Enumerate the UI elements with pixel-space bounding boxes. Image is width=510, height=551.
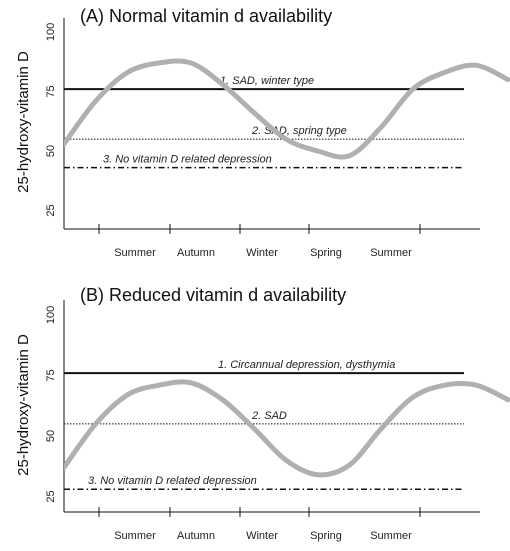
y-tick-label-b: 25 (45, 490, 57, 502)
y-tick-label-b: 100 (45, 306, 57, 324)
vitamin-d-curve-b (64, 379, 510, 478)
panel-a: (A) Normal vitamin d availability 25-hyd… (15, 6, 510, 259)
chart-title-a: (A) Normal vitamin d availability (80, 6, 332, 26)
curve-a (64, 58, 510, 160)
y-tick-label-a: 50 (45, 145, 57, 157)
x-tick-label-a: Summer (370, 247, 412, 259)
ticks-a: 25 50 75 100 Summer Autumn Winter Spring Summer (45, 23, 421, 259)
y-tick-label-a: 100 (45, 23, 57, 41)
x-tick-label-b: Summer (370, 530, 412, 542)
x-tick-label-a: Summer (114, 247, 156, 259)
threshold-label-b: 1. Circannual depression, dysthymia (218, 359, 395, 371)
y-axis-label-a: 25-hydroxy-vitamin D (15, 51, 32, 193)
x-tick-label-b: Autumn (177, 530, 215, 542)
x-tick-label-b: Winter (246, 530, 278, 542)
y-tick-label-a: 75 (45, 85, 57, 97)
threshold-label-a: 1. SAD, winter type (220, 75, 314, 87)
x-tick-label-a: Winter (246, 247, 278, 259)
ticks-b: 25 50 75 100 Summer Autumn Winter Spring Summer (45, 306, 421, 542)
threshold-label-a: 3. No vitamin D related depression (103, 154, 272, 166)
threshold-label-b: 3. No vitamin D related depression (88, 475, 257, 487)
y-tick-label-b: 75 (45, 369, 57, 381)
x-tick-label-a: Autumn (177, 247, 215, 259)
y-tick-label-a: 25 (45, 204, 57, 216)
y-tick-label-b: 50 (45, 430, 57, 442)
x-tick-label-b: Summer (114, 530, 156, 542)
x-tick-label-a: Spring (310, 247, 342, 259)
vitamin-d-curve-a (64, 58, 510, 160)
threshold-label-b: 2. SAD (251, 410, 287, 422)
y-axis-label-b: 25-hydroxy-vitamin D (15, 334, 32, 476)
panel-b: (B) Reduced vitamin d availability 25-hy… (15, 285, 510, 542)
curve-b (64, 379, 510, 478)
thresholds-b: 1. Circannual depression, dysthymia 2. SA… (64, 359, 464, 490)
x-tick-label-b: Spring (310, 530, 342, 542)
threshold-label-a: 2. SAD, spring type (251, 125, 347, 137)
chart-title-b: (B) Reduced vitamin d availability (80, 285, 346, 305)
